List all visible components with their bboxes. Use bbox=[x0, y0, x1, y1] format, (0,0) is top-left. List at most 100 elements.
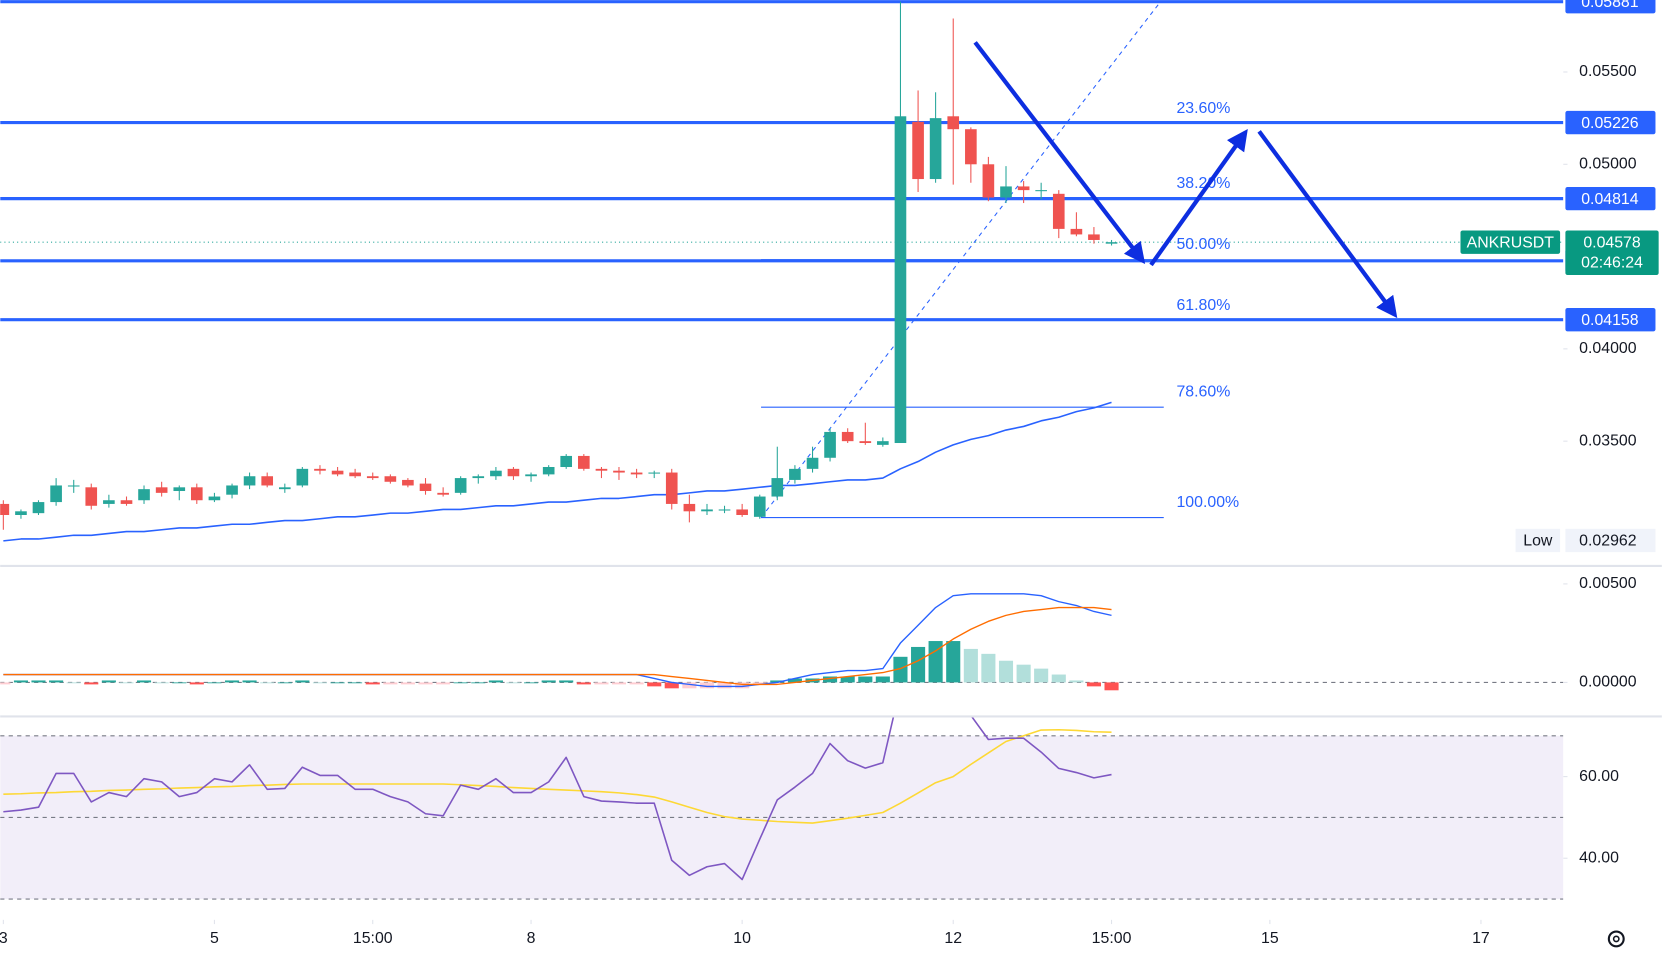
histogram-bar bbox=[418, 682, 433, 685]
candle-body bbox=[1017, 186, 1030, 191]
fib-level-label: 23.60% bbox=[1176, 100, 1230, 117]
candle-body bbox=[1088, 234, 1100, 240]
indicator-line bbox=[3, 728, 1112, 824]
candle-body bbox=[437, 492, 449, 495]
candle-body bbox=[613, 470, 625, 473]
x-tick-label: 12 bbox=[944, 930, 962, 947]
candle-body bbox=[190, 487, 203, 501]
candle-body bbox=[630, 472, 643, 475]
candle-body bbox=[965, 129, 977, 165]
histogram-bar bbox=[541, 680, 556, 683]
histogram-bar bbox=[611, 682, 627, 685]
histogram-bar bbox=[735, 682, 750, 689]
low-tag-box bbox=[1515, 528, 1561, 553]
histogram-bar bbox=[524, 682, 539, 684]
candle-body bbox=[841, 431, 854, 442]
candle-body bbox=[542, 467, 555, 475]
x-tick-label: 10 bbox=[733, 930, 751, 947]
candle-body bbox=[208, 496, 221, 501]
histogram-bar bbox=[101, 680, 116, 683]
histogram-bar bbox=[893, 656, 908, 683]
y-tick-label: 0.04000 bbox=[1579, 340, 1637, 357]
candle-body bbox=[982, 164, 995, 198]
histogram-bar bbox=[840, 676, 855, 683]
price-level-box bbox=[1565, 186, 1656, 211]
candle-body bbox=[402, 479, 414, 486]
candle-body bbox=[1035, 190, 1047, 192]
histogram-bar bbox=[84, 682, 99, 685]
indicator-line bbox=[3, 717, 1112, 881]
x-tick-label: 15 bbox=[1261, 930, 1279, 947]
x-tick-label: 5 bbox=[210, 930, 219, 947]
histogram-bar bbox=[312, 682, 328, 684]
candle-body bbox=[454, 478, 467, 493]
fib-level-label: 61.80% bbox=[1176, 297, 1230, 314]
candle-body bbox=[173, 487, 186, 492]
candle-body bbox=[419, 483, 432, 492]
last-price-box bbox=[1565, 230, 1659, 276]
x-tick-label: 3 bbox=[0, 930, 8, 947]
candle-body bbox=[1105, 242, 1118, 244]
candle-body bbox=[806, 457, 819, 469]
price-level-box bbox=[1565, 308, 1656, 332]
histogram-bar bbox=[0, 682, 11, 685]
histogram-bar bbox=[436, 682, 451, 685]
y-tick-label: 60.00 bbox=[1579, 768, 1619, 785]
histogram-bar bbox=[875, 676, 890, 683]
histogram-bar bbox=[699, 682, 715, 689]
histogram-bar bbox=[629, 682, 644, 685]
x-tick-label: 15:00 bbox=[1092, 930, 1132, 947]
x-tick-label: 8 bbox=[527, 930, 536, 947]
candle-body bbox=[138, 489, 150, 501]
countdown-label: 02:46:24 bbox=[1581, 255, 1643, 272]
gear-center[interactable] bbox=[1612, 935, 1620, 943]
histogram-bar bbox=[260, 682, 275, 684]
candle-body bbox=[789, 468, 801, 480]
forecast-arrow bbox=[1149, 129, 1248, 267]
candle-body bbox=[472, 476, 485, 479]
candle-body bbox=[771, 478, 784, 497]
histogram-bar bbox=[823, 676, 838, 683]
candle-body bbox=[683, 503, 696, 512]
candle-body bbox=[120, 500, 133, 504]
histogram-bar bbox=[1016, 664, 1031, 683]
candle-body bbox=[736, 509, 748, 515]
histogram-bar bbox=[13, 680, 29, 683]
candle-body bbox=[1000, 186, 1012, 198]
symbol-label: ANKRUSDT bbox=[1467, 234, 1555, 251]
histogram-bar bbox=[295, 680, 310, 683]
price-level-box bbox=[1565, 110, 1656, 135]
candle-body bbox=[85, 487, 98, 506]
histogram-bar bbox=[717, 682, 732, 689]
low-value-label: 0.02962 bbox=[1579, 533, 1637, 550]
histogram-bar bbox=[224, 680, 240, 683]
candle-body bbox=[929, 118, 942, 180]
macd-panel bbox=[0, 593, 1564, 691]
candle-body bbox=[349, 472, 361, 477]
low-value-box bbox=[1565, 528, 1656, 553]
histogram-bar bbox=[946, 641, 961, 683]
fib-level-label: 50.00% bbox=[1176, 236, 1230, 253]
forecast-arrow bbox=[973, 41, 1146, 265]
candle-body bbox=[525, 474, 537, 477]
candle-body bbox=[753, 496, 766, 517]
candle-body bbox=[261, 476, 274, 486]
histogram-bar bbox=[488, 680, 503, 683]
histogram-bar bbox=[242, 680, 257, 683]
histogram-bar bbox=[1086, 682, 1101, 687]
histogram-bar bbox=[66, 682, 81, 684]
price-level-label: 0.04158 bbox=[1581, 312, 1639, 329]
y-tick-label: 0.05000 bbox=[1579, 155, 1637, 172]
candle-body bbox=[314, 468, 326, 471]
histogram-bar bbox=[207, 682, 222, 684]
histogram-bar bbox=[348, 682, 363, 684]
gear-ring[interactable] bbox=[1607, 930, 1625, 948]
candle-body bbox=[648, 472, 661, 474]
candle-body bbox=[384, 476, 397, 482]
candle-body bbox=[296, 468, 309, 486]
fib-level-label: 100.00% bbox=[1176, 494, 1239, 511]
price-level-box bbox=[1565, 0, 1656, 14]
price-level-label: 0.05226 bbox=[1581, 115, 1639, 132]
gear-icon[interactable] bbox=[1607, 930, 1625, 948]
histogram-bar bbox=[963, 648, 978, 683]
